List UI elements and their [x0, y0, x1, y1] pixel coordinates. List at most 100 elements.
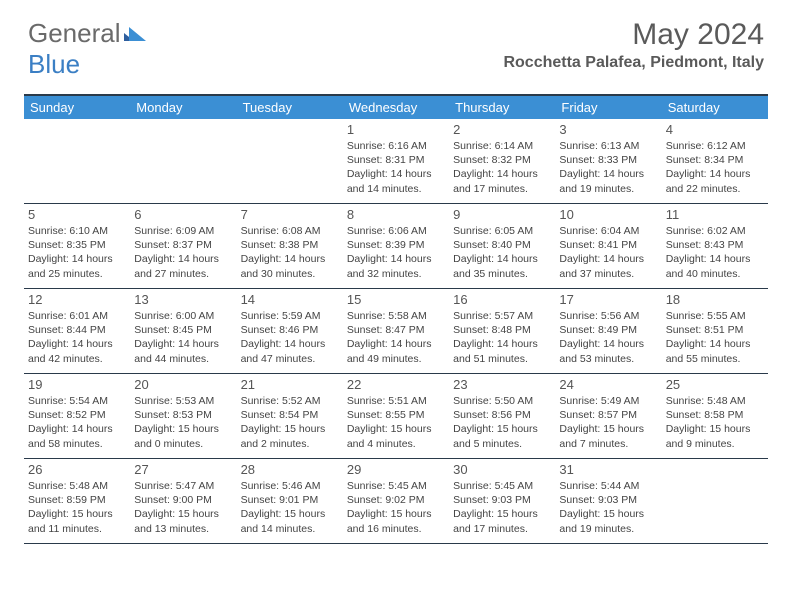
week-row: 26 Sunrise: 5:48 AMSunset: 8:59 PMDayligh… [24, 459, 768, 544]
calendar-cell: 30Sunrise: 5:45 AMSunset: 9:03 PMDayligh… [449, 459, 555, 543]
day-header-wednesday: Wednesday [343, 96, 449, 119]
day-info: Sunrise: 5:48 AMSunset: 8:59 PMDaylight:… [28, 479, 126, 536]
calendar-cell: 16 Sunrise: 5:57 AMSunset: 8:48 PMDayligh… [449, 289, 555, 373]
day-number: 16 [453, 292, 551, 307]
day-number: 29 [347, 462, 445, 477]
calendar-cell: 26 Sunrise: 5:48 AMSunset: 8:59 PMDayligh… [24, 459, 130, 543]
location: Rocchetta Palafea, Piedmont, Italy [503, 54, 764, 72]
calendar-cell: 3 Sunrise: 6:13 AMSunset: 8:33 PMDaylight… [555, 119, 661, 203]
day-number: 14 [241, 292, 339, 307]
calendar-cell: 13Sunrise: 6:00 AMSunset: 8:45 PMDayligh… [130, 289, 236, 373]
day-number: 6 [134, 207, 232, 222]
day-headers-row: SundayMondayTuesdayWednesdayThursdayFrid… [24, 96, 768, 119]
month-title: May 2024 [503, 18, 764, 52]
week-row: 12Sunrise: 6:01 AMSunset: 8:44 PMDayligh… [24, 289, 768, 374]
calendar-cell: 20 Sunrise: 5:53 AMSunset: 8:53 PMDayligh… [130, 374, 236, 458]
day-number: 24 [559, 377, 657, 392]
logo-icon [124, 18, 148, 49]
week-row: 5 Sunrise: 6:10 AMSunset: 8:35 PMDaylight… [24, 204, 768, 289]
day-info: Sunrise: 6:10 AMSunset: 8:35 PMDaylight:… [28, 224, 126, 281]
calendar-cell: 1 Sunrise: 6:16 AMSunset: 8:31 PMDaylight… [343, 119, 449, 203]
day-info: Sunrise: 5:49 AMSunset: 8:57 PMDaylight:… [559, 394, 657, 451]
day-info: Sunrise: 5:46 AMSunset: 9:01 PMDaylight:… [241, 479, 339, 536]
day-info: Sunrise: 5:52 AMSunset: 8:54 PMDaylight:… [241, 394, 339, 451]
calendar-cell: 5 Sunrise: 6:10 AMSunset: 8:35 PMDaylight… [24, 204, 130, 288]
day-number: 7 [241, 207, 339, 222]
calendar-cell: 19Sunrise: 5:54 AMSunset: 8:52 PMDayligh… [24, 374, 130, 458]
calendar-cell: 6 Sunrise: 6:09 AMSunset: 8:37 PMDaylight… [130, 204, 236, 288]
day-number: 8 [347, 207, 445, 222]
day-info: Sunrise: 6:05 AMSunset: 8:40 PMDaylight:… [453, 224, 551, 281]
day-info: Sunrise: 5:48 AMSunset: 8:58 PMDaylight:… [666, 394, 764, 451]
day-info: Sunrise: 6:01 AMSunset: 8:44 PMDaylight:… [28, 309, 126, 366]
day-number: 3 [559, 122, 657, 137]
day-info: Sunrise: 5:47 AMSunset: 9:00 PMDaylight:… [134, 479, 232, 536]
day-info: Sunrise: 5:56 AMSunset: 8:49 PMDaylight:… [559, 309, 657, 366]
calendar-cell: 8Sunrise: 6:06 AMSunset: 8:39 PMDaylight… [343, 204, 449, 288]
calendar-cell: 24 Sunrise: 5:49 AMSunset: 8:57 PMDayligh… [555, 374, 661, 458]
day-number: 26 [28, 462, 126, 477]
calendar-cell: 28 Sunrise: 5:46 AMSunset: 9:01 PMDayligh… [237, 459, 343, 543]
day-info: Sunrise: 6:02 AMSunset: 8:43 PMDaylight:… [666, 224, 764, 281]
calendar-cell: 2 Sunrise: 6:14 AMSunset: 8:32 PMDaylight… [449, 119, 555, 203]
day-number: 13 [134, 292, 232, 307]
calendar-weeks: 1 Sunrise: 6:16 AMSunset: 8:31 PMDaylight… [24, 119, 768, 544]
calendar-cell: 25Sunrise: 5:48 AMSunset: 8:58 PMDayligh… [662, 374, 768, 458]
day-info: Sunrise: 6:04 AMSunset: 8:41 PMDaylight:… [559, 224, 657, 281]
day-header-monday: Monday [130, 96, 236, 119]
day-number: 17 [559, 292, 657, 307]
day-number: 31 [559, 462, 657, 477]
calendar-cell [237, 119, 343, 203]
week-row: 1 Sunrise: 6:16 AMSunset: 8:31 PMDaylight… [24, 119, 768, 204]
week-row: 19Sunrise: 5:54 AMSunset: 8:52 PMDayligh… [24, 374, 768, 459]
calendar-cell [24, 119, 130, 203]
calendar-cell: 12Sunrise: 6:01 AMSunset: 8:44 PMDayligh… [24, 289, 130, 373]
day-info: Sunrise: 5:53 AMSunset: 8:53 PMDaylight:… [134, 394, 232, 451]
day-number: 28 [241, 462, 339, 477]
day-info: Sunrise: 5:51 AMSunset: 8:55 PMDaylight:… [347, 394, 445, 451]
calendar-cell: 9 Sunrise: 6:05 AMSunset: 8:40 PMDaylight… [449, 204, 555, 288]
day-number: 11 [666, 207, 764, 222]
day-info: Sunrise: 5:58 AMSunset: 8:47 PMDaylight:… [347, 309, 445, 366]
day-info: Sunrise: 6:13 AMSunset: 8:33 PMDaylight:… [559, 139, 657, 196]
day-header-thursday: Thursday [449, 96, 555, 119]
day-info: Sunrise: 6:14 AMSunset: 8:32 PMDaylight:… [453, 139, 551, 196]
day-header-sunday: Sunday [24, 96, 130, 119]
calendar-cell: 23Sunrise: 5:50 AMSunset: 8:56 PMDayligh… [449, 374, 555, 458]
day-info: Sunrise: 5:44 AMSunset: 9:03 PMDaylight:… [559, 479, 657, 536]
day-number: 20 [134, 377, 232, 392]
day-number: 1 [347, 122, 445, 137]
day-number: 23 [453, 377, 551, 392]
day-header-tuesday: Tuesday [237, 96, 343, 119]
header: GeneralBlue May 2024 Rocchetta Palafea, … [0, 0, 792, 86]
calendar-cell: 4 Sunrise: 6:12 AMSunset: 8:34 PMDaylight… [662, 119, 768, 203]
logo-text-blue: Blue [28, 49, 80, 79]
day-info: Sunrise: 6:09 AMSunset: 8:37 PMDaylight:… [134, 224, 232, 281]
calendar-cell: 27Sunrise: 5:47 AMSunset: 9:00 PMDayligh… [130, 459, 236, 543]
day-number: 5 [28, 207, 126, 222]
day-number: 2 [453, 122, 551, 137]
day-info: Sunrise: 6:16 AMSunset: 8:31 PMDaylight:… [347, 139, 445, 196]
logo: GeneralBlue [28, 18, 148, 80]
calendar-cell: 7Sunrise: 6:08 AMSunset: 8:38 PMDaylight… [237, 204, 343, 288]
calendar-cell: 31 Sunrise: 5:44 AMSunset: 9:03 PMDayligh… [555, 459, 661, 543]
title-block: May 2024 Rocchetta Palafea, Piedmont, It… [503, 18, 764, 72]
day-info: Sunrise: 5:57 AMSunset: 8:48 PMDaylight:… [453, 309, 551, 366]
day-number: 4 [666, 122, 764, 137]
calendar-cell [662, 459, 768, 543]
day-info: Sunrise: 6:12 AMSunset: 8:34 PMDaylight:… [666, 139, 764, 196]
calendar-cell: 11 Sunrise: 6:02 AMSunset: 8:43 PMDayligh… [662, 204, 768, 288]
day-number: 15 [347, 292, 445, 307]
day-number: 9 [453, 207, 551, 222]
calendar-cell: 10Sunrise: 6:04 AMSunset: 8:41 PMDayligh… [555, 204, 661, 288]
calendar: SundayMondayTuesdayWednesdayThursdayFrid… [24, 94, 768, 544]
day-info: Sunrise: 5:55 AMSunset: 8:51 PMDaylight:… [666, 309, 764, 366]
logo-text-general: General [28, 18, 121, 48]
calendar-cell: 17 Sunrise: 5:56 AMSunset: 8:49 PMDayligh… [555, 289, 661, 373]
day-header-saturday: Saturday [662, 96, 768, 119]
day-header-friday: Friday [555, 96, 661, 119]
day-info: Sunrise: 5:59 AMSunset: 8:46 PMDaylight:… [241, 309, 339, 366]
day-info: Sunrise: 5:45 AMSunset: 9:02 PMDaylight:… [347, 479, 445, 536]
day-info: Sunrise: 5:54 AMSunset: 8:52 PMDaylight:… [28, 394, 126, 451]
day-number: 22 [347, 377, 445, 392]
